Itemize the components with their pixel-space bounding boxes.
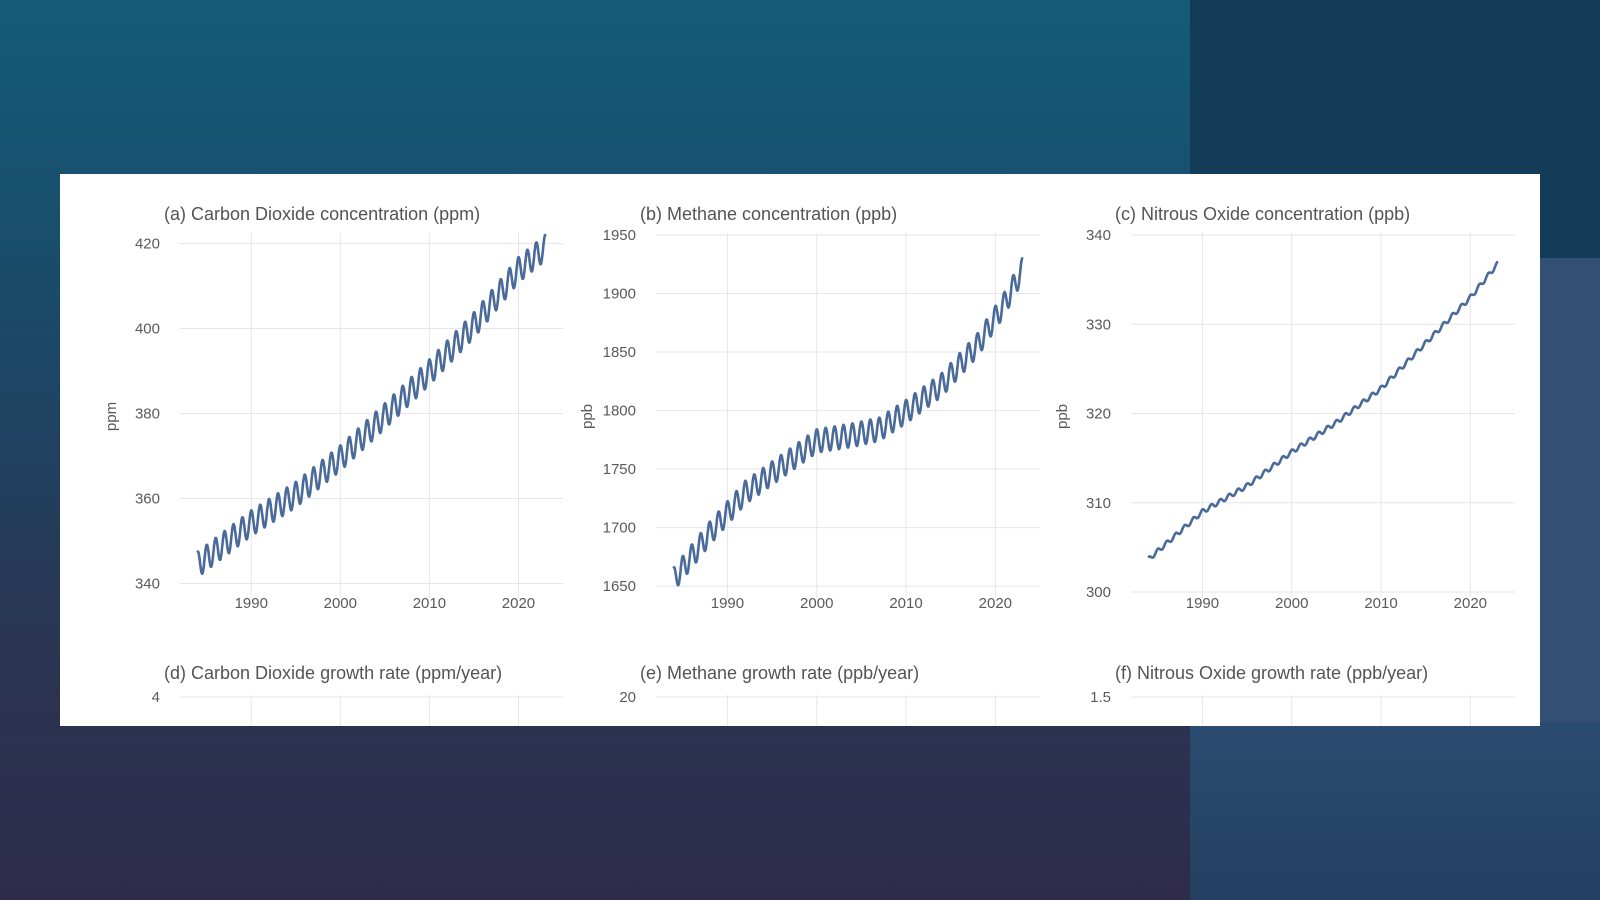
- x-tick-label: 2010: [889, 595, 922, 612]
- chart-title: (e) Methane growth rate (ppb/year): [640, 663, 919, 683]
- chart-title: (d) Carbon Dioxide growth rate (ppm/year…: [164, 663, 502, 683]
- y-tick-label: 1950: [603, 227, 636, 244]
- y-tick-label: 400: [135, 321, 160, 338]
- y-tick-label: 1750: [603, 461, 636, 478]
- y-tick-label: 1700: [603, 520, 636, 537]
- y-tick-label: 4: [152, 689, 160, 706]
- y-axis-label: ppb: [1054, 404, 1071, 429]
- y-tick-label: 380: [135, 406, 160, 423]
- chart-ch4: (b) Methane concentration (ppb) 1650 1700 1…: [579, 204, 1040, 612]
- y-tick-label: 310: [1086, 495, 1111, 512]
- series-line: [672, 257, 1024, 587]
- y-tick-label: 300: [1086, 584, 1111, 601]
- chart-ch4-growth: (e) Methane growth rate (ppb/year)20: [619, 663, 1040, 726]
- y-axis-label: ppm: [103, 402, 120, 431]
- y-tick-label: 1900: [603, 286, 636, 303]
- series-line: [196, 233, 547, 575]
- chart-title: (f) Nitrous Oxide growth rate (ppb/year): [1115, 663, 1428, 683]
- x-tick-label: 2020: [502, 595, 535, 612]
- chart-co2: (a) Carbon Dioxide concentration (ppm) 34…: [103, 204, 563, 612]
- charts-canvas: (a) Carbon Dioxide concentration (ppm) 34…: [103, 204, 1515, 726]
- y-tick-label: 1.5: [1090, 689, 1111, 706]
- y-tick-label: 1650: [603, 578, 636, 595]
- series-line: [1147, 260, 1499, 559]
- chart-title: (c) Nitrous Oxide concentration (ppb): [1115, 204, 1410, 224]
- x-tick-label: 2020: [1454, 595, 1487, 612]
- y-tick-label: 20: [619, 689, 636, 706]
- chart-title: (a) Carbon Dioxide concentration (ppm): [164, 204, 480, 224]
- x-tick-label: 2010: [413, 595, 446, 612]
- x-tick-label: 1990: [235, 595, 268, 612]
- chart-n2o: (c) Nitrous Oxide concentration (ppb) 300…: [1054, 204, 1515, 612]
- y-tick-label: 340: [135, 576, 160, 593]
- x-tick-label: 2000: [1275, 595, 1308, 612]
- y-tick-label: 340: [1086, 227, 1111, 244]
- figure-panel: (a) Carbon Dioxide concentration (ppm) 34…: [60, 174, 1540, 726]
- x-tick-label: 2000: [324, 595, 357, 612]
- y-tick-label: 360: [135, 491, 160, 508]
- x-tick-label: 2010: [1364, 595, 1397, 612]
- chart-co2-growth: (d) Carbon Dioxide growth rate (ppm/year…: [152, 663, 563, 726]
- y-tick-label: 1800: [603, 403, 636, 420]
- y-tick-label: 1850: [603, 344, 636, 361]
- y-tick-label: 330: [1086, 316, 1111, 333]
- x-tick-label: 1990: [1186, 595, 1219, 612]
- x-tick-label: 2000: [800, 595, 833, 612]
- x-tick-label: 2020: [979, 595, 1012, 612]
- chart-n2o-growth: (f) Nitrous Oxide growth rate (ppb/year)…: [1090, 663, 1515, 726]
- x-tick-label: 1990: [711, 595, 744, 612]
- background-block-bottom: [1190, 722, 1600, 900]
- chart-title: (b) Methane concentration (ppb): [640, 204, 897, 224]
- y-axis-label: ppb: [579, 404, 596, 429]
- y-tick-label: 420: [135, 236, 160, 253]
- y-tick-label: 320: [1086, 406, 1111, 423]
